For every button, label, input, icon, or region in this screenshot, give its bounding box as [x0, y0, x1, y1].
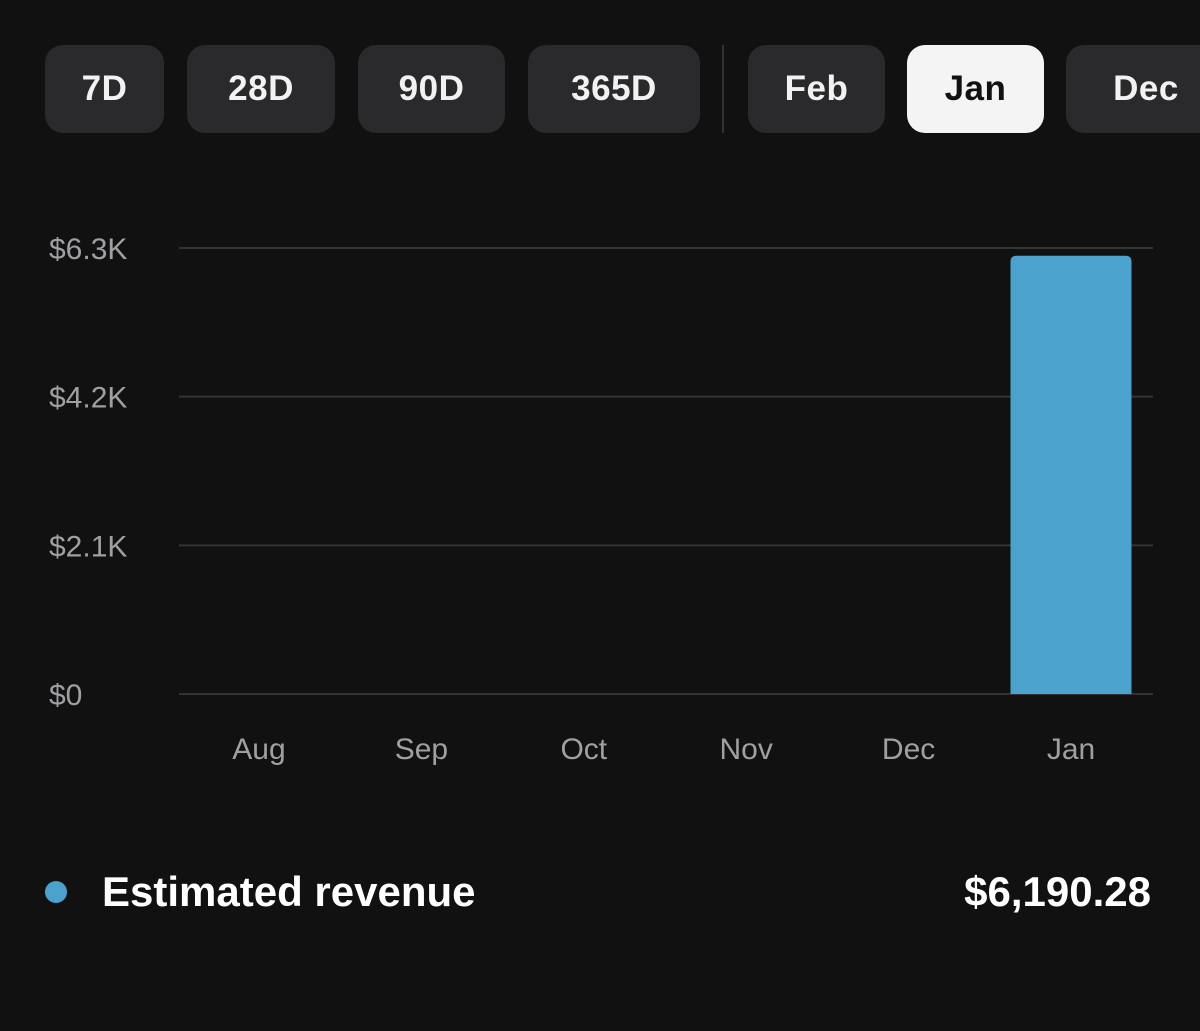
x-tick-label-oct: Oct	[560, 733, 607, 766]
x-tick-label-aug: Aug	[232, 733, 285, 766]
x-tick-label-jan: Jan	[1047, 733, 1095, 766]
x-tick-label-dec: Dec	[882, 733, 935, 766]
legend-label: Estimated revenue	[102, 868, 476, 915]
y-tick-label: $0	[49, 679, 82, 712]
revenue-bar-chart: $0 $2.1K $4.2K $6.3K Aug Sep Oct Nov Dec Jan	[49, 233, 1153, 766]
filter-chip-dec[interactable]: Dec	[1066, 45, 1200, 133]
x-tick-label-nov: Nov	[720, 733, 773, 766]
legend-dot-icon	[45, 881, 67, 903]
legend-row: Estimated revenue $6,190.28	[0, 850, 1200, 934]
filter-chip-jan[interactable]: Jan	[907, 45, 1044, 133]
filter-chip-7d[interactable]: 7D	[45, 45, 164, 133]
filter-chip-28d[interactable]: 28D	[187, 45, 335, 133]
period-filter-bar: 7D 28D 90D 365D Feb Jan Dec	[0, 0, 1200, 160]
filter-divider	[722, 45, 724, 133]
filter-chip-365d[interactable]: 365D	[528, 45, 700, 133]
filter-chip-90d[interactable]: 90D	[358, 45, 505, 133]
bar-jan[interactable]	[1010, 255, 1132, 694]
y-tick-label: $4.2K	[49, 382, 127, 415]
filter-chip-feb[interactable]: Feb	[748, 45, 885, 133]
y-tick-label: $2.1K	[49, 530, 127, 563]
y-tick-label: $6.3K	[49, 233, 127, 266]
x-tick-label-sep: Sep	[395, 733, 448, 766]
legend-total-value: $6,190.28	[964, 868, 1151, 915]
